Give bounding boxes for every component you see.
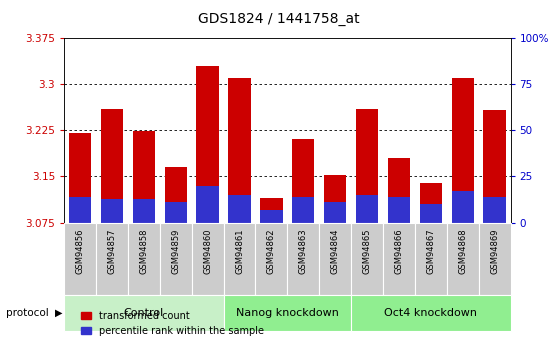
Text: GSM94862: GSM94862 [267,228,276,274]
Bar [96,223,128,295]
Bar [64,223,96,295]
Bar [101,198,123,223]
Text: ▶: ▶ [55,308,62,318]
Bar [388,197,410,223]
Bar [192,223,224,295]
Bar [447,223,479,295]
Bar [351,295,511,331]
Bar [383,223,415,295]
Bar [451,78,474,223]
Bar [133,131,155,223]
Bar [324,202,347,223]
Bar [356,195,378,223]
Text: Nanog knockdown: Nanog knockdown [236,308,339,318]
Text: GSM94869: GSM94869 [490,228,499,274]
Bar [479,223,511,295]
Text: GSM94868: GSM94868 [458,228,467,274]
Bar [420,204,442,223]
Bar [292,197,315,223]
Text: Control: Control [124,308,164,318]
Bar [351,223,383,295]
Bar [415,223,447,295]
Bar [224,295,351,331]
Text: GSM94866: GSM94866 [395,228,403,274]
Bar [483,197,506,223]
Bar [160,223,192,295]
Bar [165,202,187,223]
Text: GSM94858: GSM94858 [140,228,148,274]
Legend: transformed count, percentile rank within the sample: transformed count, percentile rank withi… [78,307,268,340]
Bar [420,183,442,223]
Bar [196,186,219,223]
Text: Oct4 knockdown: Oct4 knockdown [384,308,477,318]
Bar [324,175,347,223]
Bar [196,66,219,223]
Bar [69,133,92,223]
Bar [64,295,224,331]
Text: GSM94857: GSM94857 [108,228,117,274]
Text: protocol: protocol [6,308,49,318]
Text: GSM94861: GSM94861 [235,228,244,274]
Text: GSM94856: GSM94856 [76,228,85,274]
Bar [292,139,315,223]
Bar [388,158,410,223]
Bar [128,223,160,295]
Bar [256,223,287,295]
Bar [260,210,282,223]
Text: GDS1824 / 1441758_at: GDS1824 / 1441758_at [198,12,360,26]
Bar [69,197,92,223]
Bar [228,78,251,223]
Text: GSM94865: GSM94865 [363,228,372,274]
Text: GSM94864: GSM94864 [331,228,340,274]
Bar [260,198,282,223]
Bar [224,223,256,295]
Text: GSM94867: GSM94867 [426,228,435,274]
Bar [483,110,506,223]
Bar [287,223,319,295]
Bar [165,167,187,223]
Bar [228,195,251,223]
Bar [356,109,378,223]
Bar [319,223,351,295]
Text: GSM94863: GSM94863 [299,228,308,274]
Text: GSM94860: GSM94860 [203,228,212,274]
Bar [451,191,474,223]
Bar [101,109,123,223]
Text: GSM94859: GSM94859 [171,228,180,274]
Bar [133,198,155,223]
